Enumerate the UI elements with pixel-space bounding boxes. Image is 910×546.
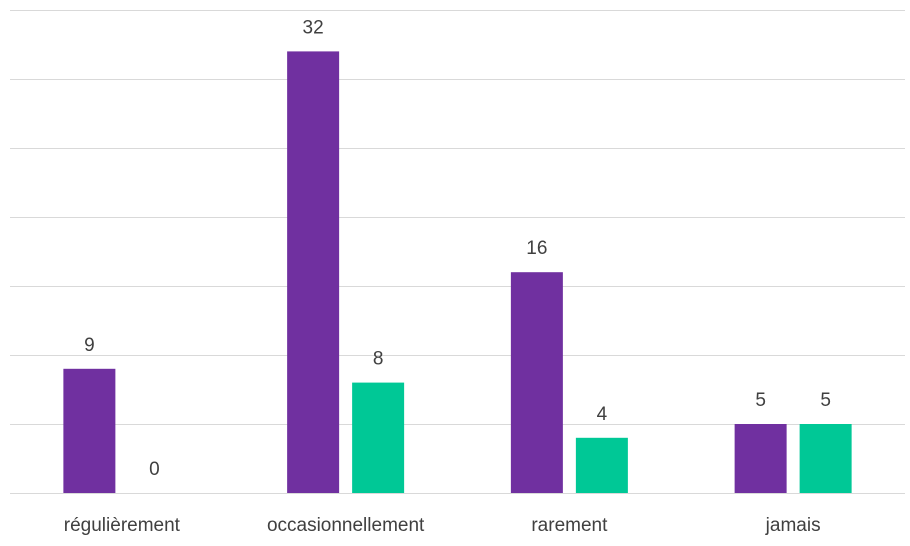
- data-label: 5: [820, 390, 831, 411]
- data-label: 4: [597, 404, 608, 425]
- bar-rarement-series-2: [575, 437, 628, 493]
- bars: [63, 51, 852, 494]
- data-label: 32: [303, 17, 324, 38]
- gridlines: [10, 10, 905, 494]
- x-tick-label: occasionnellement: [267, 515, 425, 536]
- bar-jamais-series-1: [734, 424, 787, 493]
- x-axis-tick-labels: régulièrement occasionnellement rarement ja…: [64, 515, 821, 536]
- bar-régulièrement-series-1: [63, 368, 116, 493]
- bar-occasionnellement-series-2: [352, 382, 405, 493]
- data-label: 8: [373, 349, 384, 370]
- x-tick-label: jamais: [765, 515, 821, 536]
- x-tick-label: rarement: [531, 515, 608, 536]
- bar-occasionnellement-series-1: [287, 51, 340, 494]
- x-tick-label: régulièrement: [64, 515, 181, 536]
- data-labels: 9 0 32 8 16 4 5 5: [84, 17, 831, 480]
- data-label: 16: [526, 238, 547, 259]
- bar-rarement-series-1: [510, 272, 563, 493]
- data-label: 0: [149, 459, 160, 480]
- data-label: 5: [755, 390, 766, 411]
- data-label: 9: [84, 335, 95, 356]
- bar-jamais-series-2: [799, 424, 852, 493]
